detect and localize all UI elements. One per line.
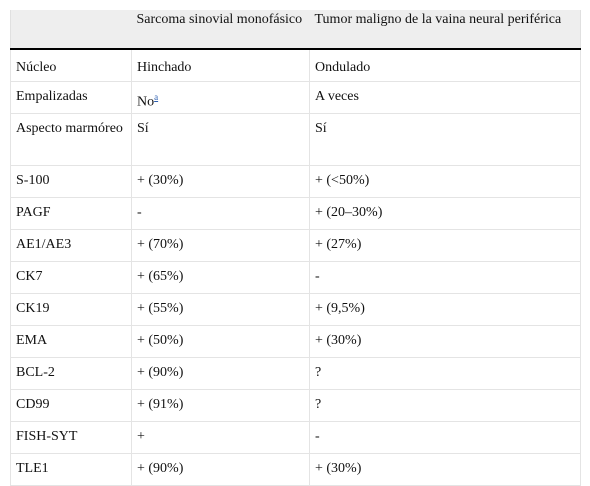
mpnst-cell: + (30%) [309, 325, 581, 358]
mpnst-cell: + (20–30%) [309, 197, 581, 230]
mpnst-cell: - [309, 261, 581, 294]
row-label: PAGF [10, 197, 132, 230]
table-row: Núcleo Hinchado Ondulado [10, 49, 581, 82]
header-row: Sarcoma sinovial monofásico Tumor malign… [10, 10, 581, 50]
mpnst-cell: ? [309, 357, 581, 390]
mpnst-cell: Sí [309, 113, 581, 166]
table-row: S-100 + (30%) + (<50%) [10, 165, 581, 198]
row-label: EMA [10, 325, 132, 358]
row-label: CK19 [10, 293, 132, 326]
synovial-cell: + (90%) [131, 453, 310, 486]
header-cell-synovial-sarcoma: Sarcoma sinovial monofásico [131, 10, 310, 50]
mpnst-cell: - [309, 421, 581, 454]
synovial-cell: - [131, 197, 310, 230]
table-row: Empalizadas Noa A veces [10, 81, 581, 114]
synovial-cell-text: No [137, 94, 155, 110]
synovial-cell: Hinchado [131, 49, 310, 82]
mpnst-cell: + (9,5%) [309, 293, 581, 326]
synovial-cell: + (30%) [131, 165, 310, 198]
table-row: AE1/AE3 + (70%) + (27%) [10, 229, 581, 262]
mpnst-cell: + (<50%) [309, 165, 581, 198]
synovial-cell: + [131, 421, 310, 454]
mpnst-cell: A veces [309, 81, 581, 114]
synovial-cell: + (91%) [131, 389, 310, 422]
row-label: S-100 [10, 165, 132, 198]
footnote-marker: a [154, 90, 158, 103]
row-label: CD99 [10, 389, 132, 422]
comparison-table: Sarcoma sinovial monofásico Tumor malign… [10, 10, 581, 486]
synovial-cell: + (50%) [131, 325, 310, 358]
row-label: Núcleo [10, 49, 132, 82]
table-body: Núcleo Hinchado Ondulado Empalizadas Noa… [10, 49, 581, 486]
mpnst-cell: ? [309, 389, 581, 422]
synovial-cell: + (55%) [131, 293, 310, 326]
row-label: CK7 [10, 261, 132, 294]
row-label: Empalizadas [10, 81, 132, 114]
table-row: CK7 + (65%) - [10, 261, 581, 294]
header-cell-empty [10, 10, 132, 50]
row-label: FISH-SYT [10, 421, 132, 454]
table-row: TLE1 + (90%) + (30%) [10, 453, 581, 486]
table-row: EMA + (50%) + (30%) [10, 325, 581, 358]
synovial-cell: + (70%) [131, 229, 310, 262]
header-cell-mpnst: Tumor maligno de la vaina neural perifér… [309, 10, 581, 50]
row-label: Aspecto marmóreo [10, 113, 132, 166]
table-row: CK19 + (55%) + (9,5%) [10, 293, 581, 326]
mpnst-cell: Ondulado [309, 49, 581, 82]
row-label: BCL-2 [10, 357, 132, 390]
table-row: FISH-SYT + - [10, 421, 581, 454]
mpnst-cell: + (30%) [309, 453, 581, 486]
synovial-cell: + (65%) [131, 261, 310, 294]
row-label: TLE1 [10, 453, 132, 486]
synovial-cell: + (90%) [131, 357, 310, 390]
table-row: PAGF - + (20–30%) [10, 197, 581, 230]
comparison-table-container: Sarcoma sinovial monofásico Tumor malign… [10, 10, 581, 486]
synovial-cell: Sí [131, 113, 310, 166]
table-row: BCL-2 + (90%) ? [10, 357, 581, 390]
synovial-cell: Noa [131, 81, 310, 114]
table-row: CD99 + (91%) ? [10, 389, 581, 422]
mpnst-cell: + (27%) [309, 229, 581, 262]
table-header: Sarcoma sinovial monofásico Tumor malign… [10, 10, 581, 50]
footnote-link[interactable]: a [154, 92, 159, 102]
table-row: Aspecto marmóreo Sí Sí [10, 113, 581, 166]
row-label: AE1/AE3 [10, 229, 132, 262]
